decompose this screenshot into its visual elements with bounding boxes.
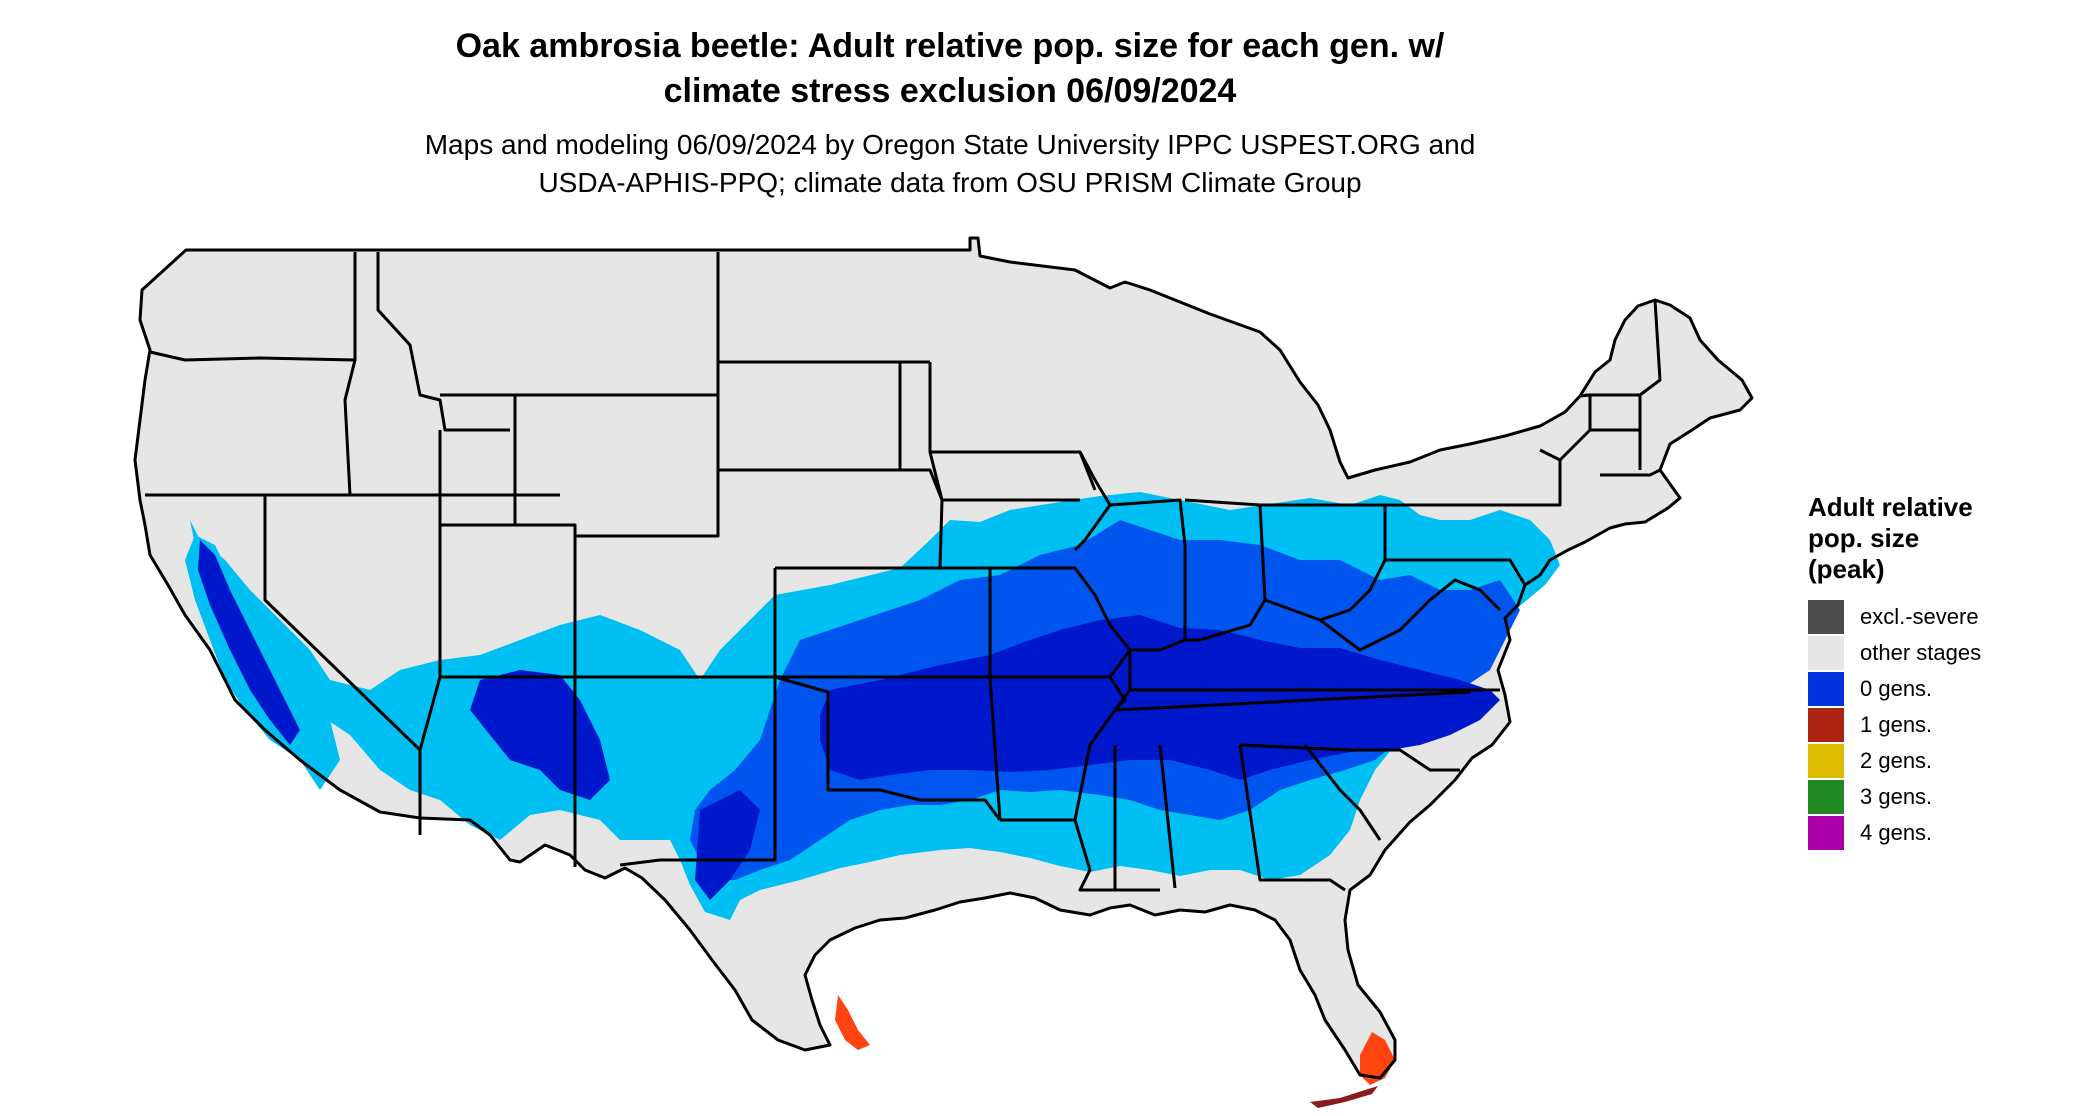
state-borders	[133, 236, 1754, 1080]
dark-red-keys	[1310, 1086, 1378, 1108]
legend-item-3-gens: 3 gens.	[1808, 779, 2068, 815]
dark-blue-california	[198, 540, 300, 745]
legend-swatch	[1808, 744, 1844, 778]
legend-label: other stages	[1860, 640, 1982, 665]
title-line-2: climate stress exclusion 06/09/2024	[663, 72, 1237, 110]
title-line-1: Oak ambrosia beetle: Adult relative pop.…	[455, 27, 1445, 65]
legend: Adult relative pop. size (peak) excl.-se…	[1808, 492, 2068, 851]
dark-blue-texas	[695, 790, 760, 900]
subtitle-line-2: USDA-APHIS-PPQ; climate data from OSU PR…	[538, 167, 1362, 198]
legend-swatch	[1808, 636, 1844, 670]
legend-swatch	[1808, 816, 1844, 850]
legend-title-line-2: pop. size	[1808, 523, 1920, 553]
legend-swatch	[1808, 600, 1844, 634]
legend-title-line-3: (peak)	[1808, 554, 1885, 584]
title-block: Oak ambrosia beetle: Adult relative pop.…	[0, 24, 1900, 202]
legend-item-other-stages: other stages	[1808, 635, 2068, 671]
legend-label: 1 gens.	[1860, 712, 1933, 737]
legend-label: 0 gens.	[1860, 676, 1933, 701]
legend-item-2-gens: 2 gens.	[1808, 743, 2068, 779]
legend-item-0-gens: 0 gens.	[1808, 671, 2068, 707]
legend-label: 4 gens.	[1860, 820, 1933, 845]
legend-label: excl.-severe	[1860, 604, 1979, 629]
legend-swatch	[1808, 708, 1844, 742]
legend-label: 2 gens.	[1860, 748, 1933, 773]
legend-swatch	[1808, 672, 1844, 706]
legend-item-1-gens: 1 gens.	[1808, 707, 2068, 743]
orange-south-texas	[835, 995, 870, 1050]
legend-swatch	[1808, 780, 1844, 814]
legend-title: Adult relative pop. size (peak)	[1808, 492, 2068, 585]
legend-label: 3 gens.	[1860, 784, 1933, 809]
legend-item-4-gens: 4 gens.	[1808, 815, 2068, 851]
subtitle-line-1: Maps and modeling 06/09/2024 by Oregon S…	[424, 129, 1476, 160]
legend-item-excl-severe: excl.-severe	[1808, 599, 2068, 635]
legend-title-line-1: Adult relative	[1808, 492, 1973, 522]
